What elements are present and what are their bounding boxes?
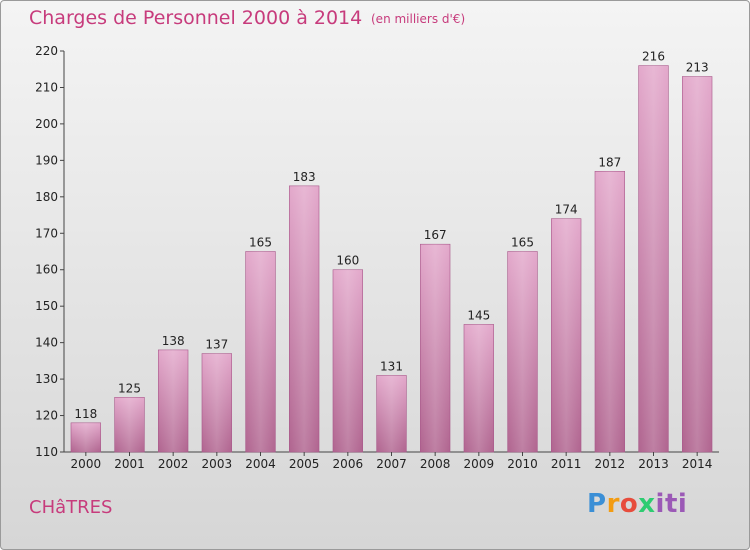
chart-subtitle: (en milliers d'€): [371, 12, 466, 26]
x-tick-label-2003: 2003: [202, 457, 233, 471]
bar-shine-2006: [332, 269, 363, 452]
data-label-2006: 160: [336, 254, 359, 268]
chart-title: Charges de Personnel 2000 à 2014: [29, 7, 363, 29]
y-tick-label-190: 190: [35, 153, 58, 167]
x-tick-label-2013: 2013: [638, 457, 669, 471]
bar-shine-2009: [463, 324, 494, 452]
y-tick-label-210: 210: [35, 80, 58, 94]
bar-shine-2013: [638, 65, 669, 452]
bar-shine-2003: [201, 353, 232, 452]
bar-shine-2002: [158, 349, 189, 452]
x-tick-label-2001: 2001: [114, 457, 145, 471]
data-label-2011: 174: [555, 203, 578, 217]
x-tick-label-2011: 2011: [551, 457, 582, 471]
y-tick-label-120: 120: [35, 409, 58, 423]
y-tick-label-200: 200: [35, 117, 58, 131]
y-tick-label-110: 110: [35, 445, 58, 459]
bar-shine-2004: [245, 251, 276, 452]
data-label-2012: 187: [598, 155, 621, 169]
commune-name: CHâTRES: [29, 497, 113, 518]
proxiti-logo: Proxiti: [587, 489, 688, 519]
data-label-2008: 167: [424, 228, 447, 242]
data-label-2005: 183: [293, 170, 316, 184]
x-tick-label-2014: 2014: [682, 457, 713, 471]
bar-shine-2010: [507, 251, 538, 452]
data-label-2002: 138: [162, 334, 185, 348]
y-tick-label-140: 140: [35, 336, 58, 350]
data-label-2000: 118: [74, 407, 97, 421]
x-tick-label-2010: 2010: [507, 457, 538, 471]
bar-shine-2011: [551, 218, 582, 452]
data-label-2009: 145: [467, 308, 490, 322]
x-tick-label-2005: 2005: [289, 457, 320, 471]
data-label-2004: 165: [249, 236, 272, 250]
data-label-2014: 213: [686, 61, 709, 75]
x-tick-label-2012: 2012: [595, 457, 626, 471]
y-tick-label-130: 130: [35, 372, 58, 386]
bar-shine-2014: [682, 76, 713, 452]
x-tick-label-2006: 2006: [333, 457, 364, 471]
bar-shine-2008: [420, 244, 451, 452]
y-tick-label-220: 220: [35, 44, 58, 58]
data-label-2007: 131: [380, 359, 403, 373]
x-tick-label-2008: 2008: [420, 457, 451, 471]
y-tick-label-150: 150: [35, 299, 58, 313]
x-tick-label-2002: 2002: [158, 457, 189, 471]
data-label-2001: 125: [118, 381, 141, 395]
x-tick-label-2007: 2007: [376, 457, 407, 471]
bar-shine-2000: [70, 422, 101, 452]
bar-shine-2001: [114, 397, 145, 452]
y-tick-label-180: 180: [35, 190, 58, 204]
x-tick-label-2004: 2004: [245, 457, 276, 471]
data-label-2003: 137: [205, 338, 228, 352]
bar-shine-2005: [289, 185, 320, 452]
data-label-2010: 165: [511, 236, 534, 250]
data-label-2013: 216: [642, 50, 665, 64]
bar-shine-2012: [594, 171, 625, 453]
y-tick-label-170: 170: [35, 226, 58, 240]
y-tick-label-160: 160: [35, 263, 58, 277]
bar-shine-2007: [376, 375, 407, 452]
x-tick-label-2009: 2009: [464, 457, 495, 471]
x-tick-label-2000: 2000: [71, 457, 102, 471]
